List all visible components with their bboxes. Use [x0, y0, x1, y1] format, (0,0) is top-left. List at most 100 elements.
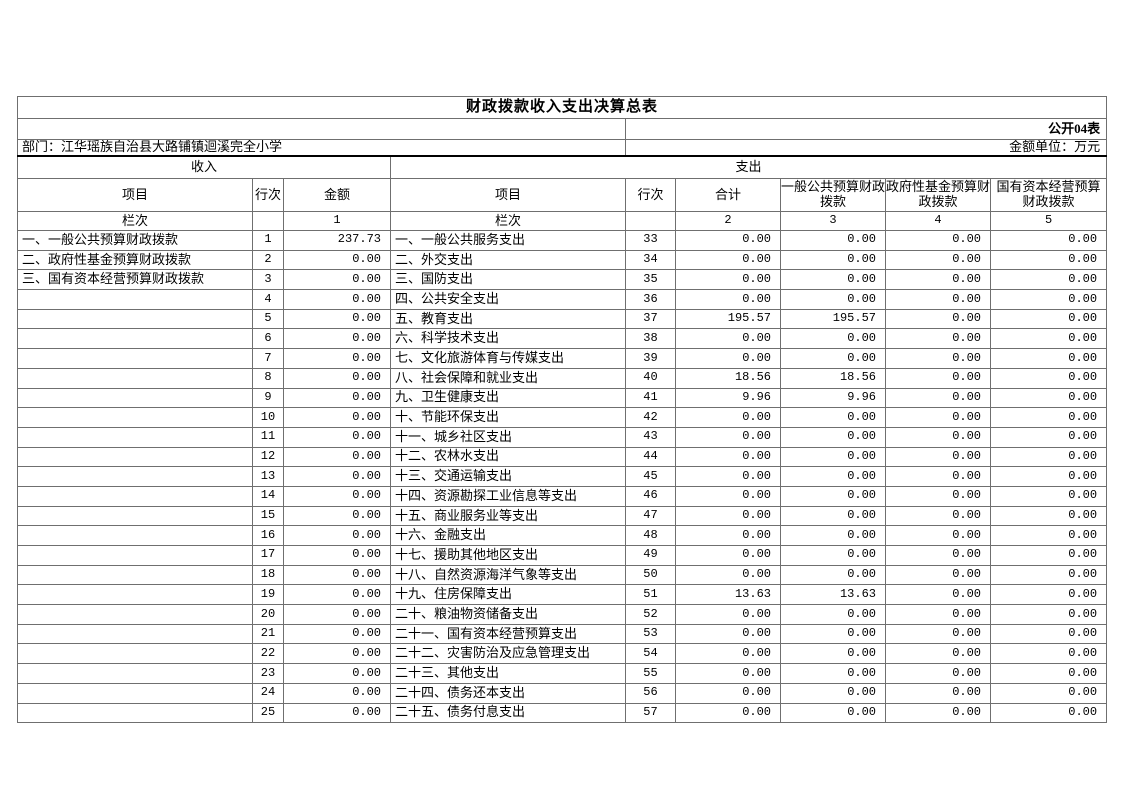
income-amount-cell: 0.00	[283, 249, 391, 271]
expense-capital-cell: 0.00	[989, 328, 1108, 350]
income-line-cell: 4	[252, 289, 284, 310]
table-row: 21 0.00 二十一、国有资本经营预算支出 53 0.00 0.00 0.00 0.00	[17, 623, 1108, 645]
table-row: 16 0.00 十六、金融支出 48 0.00 0.00 0.00 0.00	[17, 525, 1108, 546]
expense-capital-cell: 0.00	[989, 564, 1108, 586]
expense-line-cell: 37	[625, 308, 676, 330]
table-row: 14 0.00 十四、资源勘探工业信息等支出 46 0.00 0.00 0.00 0.00	[17, 485, 1108, 507]
expense-line-cell: 39	[625, 348, 676, 369]
expense-item-cell: 十五、商业服务业等支出	[390, 505, 626, 527]
section-band-row: 收入 支出	[17, 155, 1108, 179]
department-label: 部门：江华瑶族自治县大路铺镇迴溪完全小学	[17, 139, 626, 157]
title-row: 财政拨款收入支出决算总表	[16, 96, 1108, 119]
expense-item-cell: 二十三、其他支出	[390, 663, 626, 684]
income-amount-cell: 0.00	[283, 466, 391, 487]
income-amount-cell: 0.00	[283, 643, 391, 665]
table-row: 11 0.00 十一、城乡社区支出 43 0.00 0.00 0.00 0.00	[17, 426, 1108, 448]
expense-item-cell: 十一、城乡社区支出	[390, 426, 626, 448]
department-row: 部门：江华瑶族自治县大路铺镇迴溪完全小学 金额单位：万元	[17, 139, 1108, 157]
expense-line-cell: 56	[625, 682, 676, 704]
expense-total-cell: 0.00	[675, 682, 781, 704]
income-item-cell	[17, 682, 253, 704]
expense-fund-cell: 0.00	[885, 426, 991, 448]
expense-capital-cell: 0.00	[989, 604, 1108, 625]
table-row: 13 0.00 十三、交通运输支出 45 0.00 0.00 0.00 0.00	[17, 466, 1108, 487]
expense-fund-cell: 0.00	[885, 643, 991, 665]
income-amount-cell: 0.00	[283, 269, 391, 291]
expense-section-header: 支出	[389, 155, 1108, 179]
income-item-cell: 三、国有资本经营预算财政拨款	[17, 269, 253, 291]
expense-fund-cell: 0.00	[885, 564, 991, 586]
expense-line-cell: 36	[625, 289, 676, 310]
expense-line-cell: 57	[625, 702, 676, 724]
table-row: 二、政府性基金预算财政拨款 2 0.00 二、外交支出 34 0.00 0.00 0.00 0.…	[17, 249, 1108, 271]
income-amount-cell: 0.00	[283, 485, 391, 507]
income-section-header: 收入	[17, 155, 391, 179]
income-item-cell	[17, 367, 253, 389]
income-line-cell: 25	[252, 702, 284, 724]
income-amount-cell: 0.00	[283, 682, 391, 704]
expense-item-cell: 九、卫生健康支出	[390, 387, 626, 409]
expense-item-cell: 二、外交支出	[390, 249, 626, 271]
expense-general-cell: 0.00	[780, 230, 886, 251]
expense-general-cell: 0.00	[780, 663, 886, 684]
income-item-cell	[17, 485, 253, 507]
table-row: 4 0.00 四、公共安全支出 36 0.00 0.00 0.00 0.00	[17, 289, 1108, 310]
expense-total-cell: 0.00	[675, 623, 781, 645]
expense-general-cell: 0.00	[780, 446, 886, 468]
income-amount-cell: 0.00	[283, 564, 391, 586]
expense-gov-fund-header: 政府性基金预算财政拨款	[885, 178, 991, 212]
income-amount-cell: 0.00	[283, 623, 391, 645]
expense-fund-cell: 0.00	[885, 702, 991, 724]
income-amount-cell: 0.00	[283, 367, 391, 389]
expense-item-cell: 十二、农林水支出	[390, 446, 626, 468]
income-item-cell	[17, 663, 253, 684]
expense-general-cell: 0.00	[780, 289, 886, 310]
expense-fund-cell: 0.00	[885, 446, 991, 468]
income-amount-cell: 0.00	[283, 584, 391, 606]
expense-item-cell: 十七、援助其他地区支出	[390, 545, 626, 566]
income-item-cell	[17, 387, 253, 409]
expense-general-cell: 0.00	[780, 485, 886, 507]
income-amount-cell: 0.00	[283, 702, 391, 724]
income-item-cell	[17, 623, 253, 645]
expense-general-col-number: 3	[780, 211, 886, 231]
income-line-cell: 11	[252, 426, 284, 448]
expense-line-cell: 52	[625, 604, 676, 625]
expense-fund-cell: 0.00	[885, 348, 991, 369]
expense-item-cell: 七、文化旅游体育与传媒支出	[390, 348, 626, 369]
expense-capital-cell: 0.00	[989, 289, 1108, 310]
income-line-cell: 8	[252, 367, 284, 389]
table-row: 6 0.00 六、科学技术支出 38 0.00 0.00 0.00 0.00	[17, 328, 1108, 350]
income-item-cell	[17, 505, 253, 527]
expense-total-cell: 0.00	[675, 466, 781, 487]
column-header-row: 项目 行次 金额 项目 行次 合计 一般公共预算财政拨款 政府性基金预算财政拨款…	[17, 178, 1108, 212]
income-item-cell	[17, 604, 253, 625]
expense-item-cell: 二十二、灾害防治及应急管理支出	[390, 643, 626, 665]
income-item-header: 项目	[17, 178, 253, 212]
expense-capital-cell: 0.00	[989, 407, 1108, 428]
expense-general-cell: 0.00	[780, 525, 886, 546]
income-line-cell: 1	[252, 230, 284, 251]
income-line-cell: 24	[252, 682, 284, 704]
expense-total-cell: 0.00	[675, 328, 781, 350]
income-line-cell: 5	[252, 308, 284, 330]
expense-capital-cell: 0.00	[989, 663, 1108, 684]
expense-column-index-label: 栏次	[390, 211, 626, 231]
empty-cell	[625, 211, 676, 231]
expense-line-cell: 44	[625, 446, 676, 468]
expense-general-cell: 0.00	[780, 545, 886, 566]
expense-capital-cell: 0.00	[989, 249, 1108, 271]
income-line-cell: 20	[252, 604, 284, 625]
income-amount-cell: 0.00	[283, 663, 391, 684]
income-amount-cell: 0.00	[283, 328, 391, 350]
expense-capital-cell: 0.00	[989, 525, 1108, 546]
expense-fund-cell: 0.00	[885, 505, 991, 527]
expense-capital-cell: 0.00	[989, 308, 1108, 330]
expense-total-cell: 0.00	[675, 407, 781, 428]
expense-general-cell: 0.00	[780, 604, 886, 625]
income-item-cell	[17, 289, 253, 310]
expense-total-cell: 0.00	[675, 643, 781, 665]
income-item-cell	[17, 426, 253, 448]
expense-total-cell: 0.00	[675, 446, 781, 468]
expense-total-col-number: 2	[675, 211, 781, 231]
